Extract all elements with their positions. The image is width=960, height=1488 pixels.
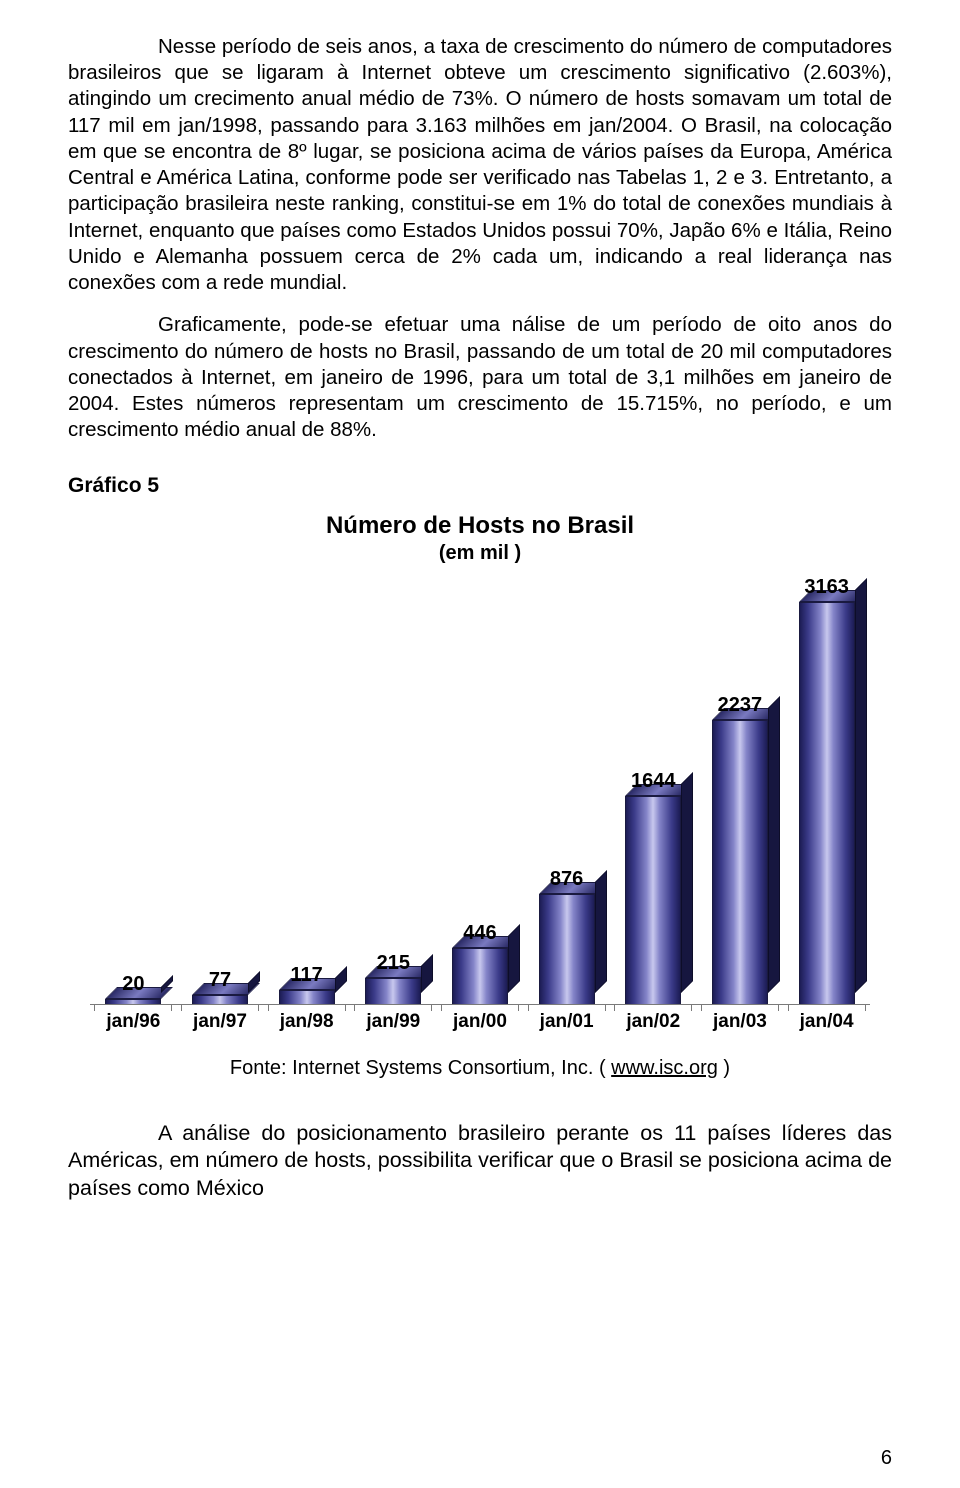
body-paragraph-1: Nesse período de seis anos, a taxa de cr… [68,34,892,296]
source-prefix: Fonte: Internet Systems Consortium, Inc.… [230,1057,611,1079]
bar-value-label: 3163 [804,576,849,599]
x-label: jan/00 [441,1011,519,1033]
bar-jan-04: 3163 [788,602,866,1005]
bar-value-label: 77 [209,969,231,992]
bar-jan-00: 446 [441,948,519,1005]
x-label: jan/01 [528,1011,606,1033]
bar-jan-98: 117 [268,990,346,1005]
bars-container: 20 77 117 215 446 876 1644 2237 3163 [90,585,870,1005]
p1-text: Nesse período de seis anos, a taxa de cr… [68,35,892,294]
x-label: jan/99 [354,1011,432,1033]
bar-value-label: 2237 [718,694,763,717]
bar-jan-03: 2237 [701,720,779,1005]
bar-value-label: 20 [122,973,144,996]
bar-value-label: 876 [550,868,583,891]
bar-value-label: 215 [377,952,410,975]
chart-title: Número de Hosts no Brasil [326,512,634,540]
bar-shape: 2237 [712,720,768,1005]
bar-shape: 117 [279,990,335,1005]
bar-jan-01: 876 [528,894,606,1005]
chart-baseline [90,1004,870,1005]
bar-shape: 1644 [625,796,681,1005]
body-paragraph-3: A análise do posicionamento brasileiro p… [68,1120,892,1203]
bar-jan-02: 1644 [614,796,692,1005]
x-label: jan/02 [614,1011,692,1033]
x-label: jan/97 [181,1011,259,1033]
body-paragraph-2: Graficamente, pode-se efetuar uma nálise… [68,312,892,443]
p2-text: Graficamente, pode-se efetuar uma nálise… [68,313,892,441]
x-label: jan/98 [268,1011,346,1033]
bar-shape: 215 [365,978,421,1005]
chart-plot-area: 2077117215446876164422373163 jan/96jan/9… [90,573,870,1033]
bar-shape: 3163 [799,602,855,1005]
x-label: jan/04 [788,1011,866,1033]
x-label: jan/03 [701,1011,779,1033]
bar-value-label: 446 [463,922,496,945]
bar-jan-99: 215 [354,978,432,1005]
chart-source: Fonte: Internet Systems Consortium, Inc.… [230,1057,730,1080]
x-labels-row: jan/96 jan/97 jan/98 jan/99 jan/00 jan/01 jan/… [90,1011,870,1033]
source-suffix: ) [718,1057,730,1079]
source-link[interactable]: www.isc.org [611,1057,718,1079]
hosts-bar-chart: Número de Hosts no Brasil (em mil ) 20 77… [68,512,892,1080]
bar-shape: 876 [539,894,595,1005]
chart-subtitle: (em mil ) [439,542,521,565]
x-label: jan/96 [94,1011,172,1033]
bar-value-label: 117 [291,964,323,987]
bar-shape: 446 [452,948,508,1005]
p3-text: A análise do posicionamento brasileiro p… [68,1121,892,1200]
page-number: 6 [881,1447,892,1470]
bar-value-label: 1644 [631,770,676,793]
chart-section-label: Gráfico 5 [68,474,892,498]
